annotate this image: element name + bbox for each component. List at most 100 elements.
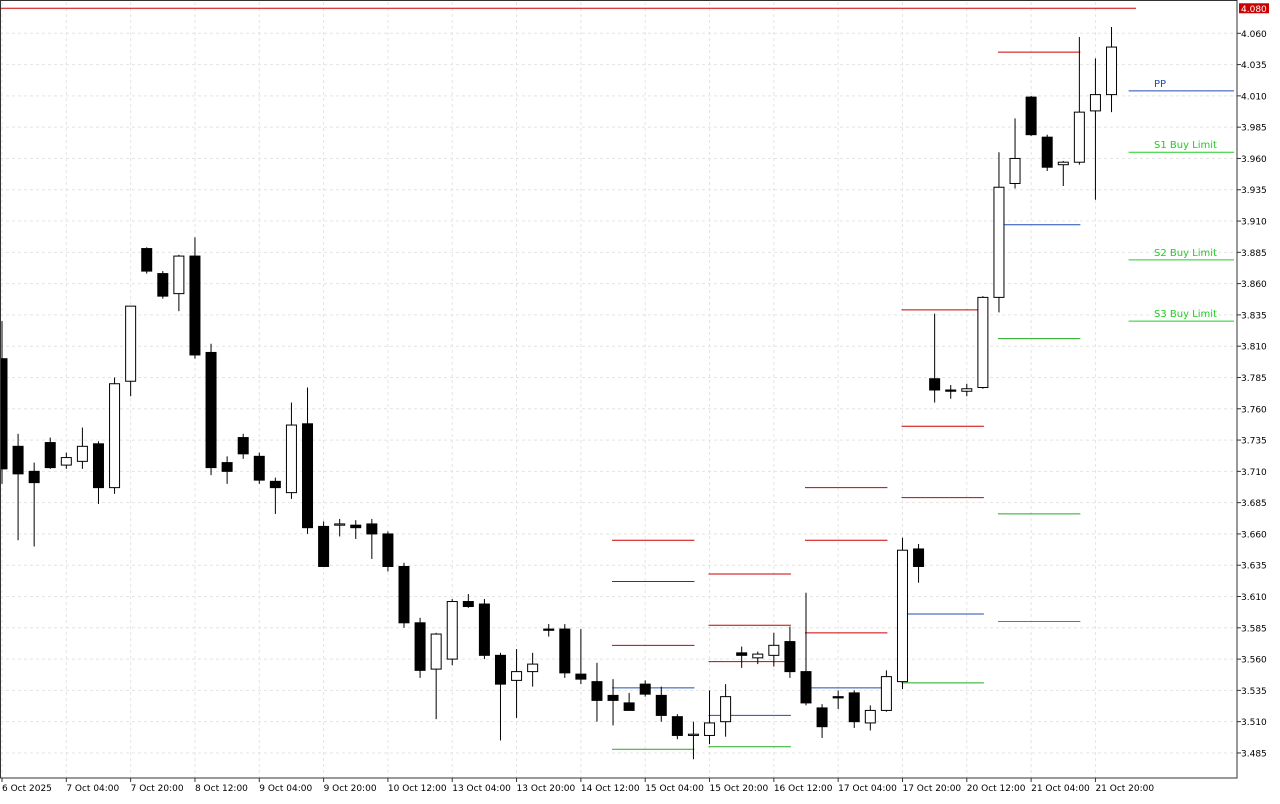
candle[interactable] (639, 680, 651, 697)
x-tick-label: 20 Oct 12:00 (967, 784, 1026, 794)
candle[interactable] (334, 518, 346, 537)
candle[interactable] (28, 462, 40, 547)
candle[interactable] (60, 452, 72, 469)
candle-body (1025, 96, 1037, 136)
candle[interactable] (784, 626, 796, 678)
candle[interactable] (527, 652, 539, 687)
candle[interactable] (189, 237, 201, 359)
candle[interactable] (511, 649, 523, 718)
candle[interactable] (1089, 58, 1101, 200)
candle[interactable] (237, 433, 249, 459)
candle[interactable] (430, 632, 442, 720)
labeled-level-label: S3 Buy Limit (1154, 309, 1217, 320)
candle[interactable] (285, 402, 297, 499)
candle[interactable] (1057, 160, 1069, 186)
candle[interactable] (848, 690, 860, 728)
candle[interactable] (607, 679, 619, 726)
candle[interactable] (896, 537, 908, 690)
candle[interactable] (157, 271, 169, 299)
candle[interactable] (173, 254, 185, 312)
grid (0, 2, 1237, 778)
labeled-level-label: S2 Buy Limit (1154, 248, 1217, 259)
x-tick-label: 6 Oct 2025 (2, 784, 52, 794)
candle[interactable] (800, 592, 812, 706)
candle[interactable] (977, 296, 989, 389)
candle[interactable] (44, 437, 56, 469)
candle-body (687, 733, 699, 736)
candle[interactable] (398, 562, 410, 628)
candle[interactable] (929, 313, 941, 403)
candle-body (945, 389, 957, 392)
candle[interactable] (1073, 37, 1085, 165)
candle[interactable] (253, 452, 265, 484)
candle[interactable] (92, 441, 104, 504)
candle[interactable] (945, 384, 957, 399)
candle[interactable] (0, 321, 8, 484)
candle-body (414, 622, 426, 671)
candle[interactable] (623, 692, 635, 711)
candle[interactable] (141, 247, 153, 274)
candle[interactable] (494, 652, 506, 741)
candle[interactable] (961, 383, 973, 397)
y-tick-label: 3.810 (1241, 343, 1267, 353)
candle[interactable] (880, 670, 892, 712)
candle[interactable] (125, 305, 137, 397)
candle[interactable] (864, 705, 876, 731)
candle[interactable] (575, 629, 587, 685)
y-tick-label: 3.485 (1241, 749, 1267, 759)
candle[interactable] (1041, 134, 1053, 171)
current-price-tag (1239, 3, 1269, 14)
candle[interactable] (816, 704, 828, 738)
candle[interactable] (704, 690, 716, 745)
candle[interactable] (366, 518, 378, 559)
candle[interactable] (720, 684, 732, 737)
y-tick-label: 3.510 (1241, 718, 1267, 728)
candle[interactable] (768, 632, 780, 667)
candle-body (880, 676, 892, 711)
candle-body (478, 603, 490, 656)
candle[interactable] (478, 599, 490, 660)
candle[interactable] (109, 377, 121, 494)
candle[interactable] (752, 651, 764, 665)
candle[interactable] (76, 427, 88, 469)
candle-body (816, 707, 828, 728)
candle[interactable] (736, 646, 748, 668)
x-tick-label: 15 Oct 20:00 (710, 784, 769, 794)
candle-body (109, 383, 121, 489)
candle[interactable] (12, 433, 24, 541)
candle[interactable] (1025, 95, 1037, 136)
candle[interactable] (269, 477, 281, 514)
candle-body (623, 702, 635, 711)
x-tick-label: 15 Oct 04:00 (645, 784, 704, 794)
candle-body (76, 445, 88, 462)
candle[interactable] (687, 721, 699, 760)
candle[interactable] (302, 387, 314, 534)
candle[interactable] (591, 662, 603, 722)
candle[interactable] (1009, 118, 1021, 189)
candle[interactable] (832, 690, 844, 710)
candle[interactable] (993, 152, 1005, 313)
candle[interactable] (671, 714, 683, 740)
candle[interactable] (446, 599, 458, 666)
candle[interactable] (559, 624, 571, 678)
candle[interactable] (382, 531, 394, 572)
candle[interactable] (205, 343, 217, 476)
candles[interactable] (0, 27, 1118, 760)
candle[interactable] (318, 521, 330, 567)
candle[interactable] (543, 624, 555, 637)
candle-body (494, 654, 506, 685)
candle-body (157, 273, 169, 297)
candle[interactable] (221, 456, 233, 484)
candle[interactable] (1106, 27, 1118, 113)
candle[interactable] (350, 520, 362, 539)
candle[interactable] (655, 686, 667, 722)
candle-body (913, 548, 925, 567)
candle[interactable] (913, 543, 925, 583)
candle-body (929, 378, 941, 391)
y-tick-label: 3.685 (1241, 499, 1267, 509)
candle[interactable] (462, 594, 474, 608)
candle-body (334, 523, 346, 526)
candle[interactable] (414, 617, 426, 678)
